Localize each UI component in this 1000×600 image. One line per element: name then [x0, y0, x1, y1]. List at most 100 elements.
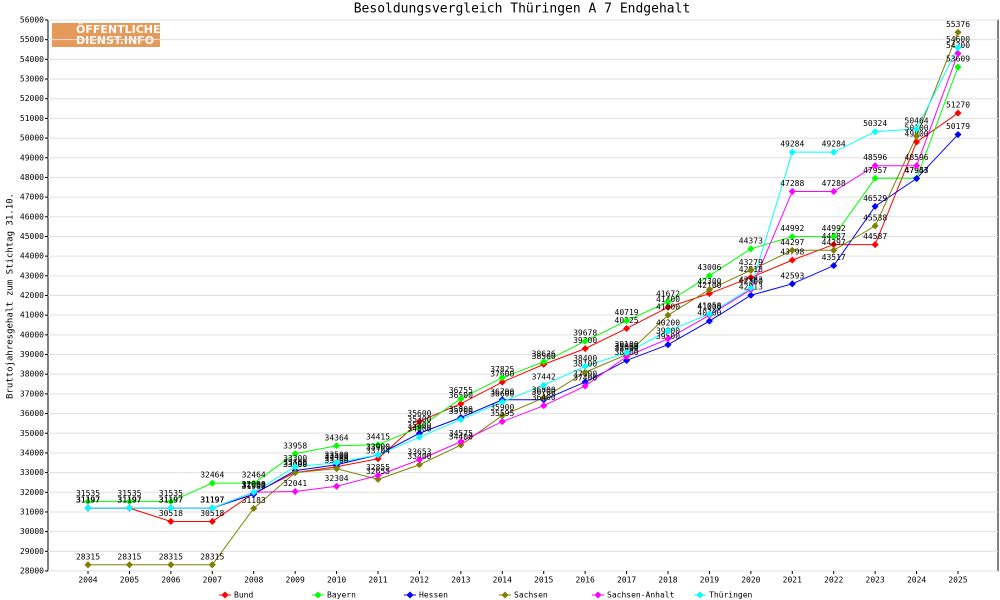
data-label: 36700: [490, 387, 514, 396]
data-label: 47943: [905, 166, 929, 175]
point: [871, 128, 879, 136]
data-label: 35800: [449, 405, 473, 414]
point: [374, 471, 382, 479]
y-tick-label: 45000: [20, 232, 44, 241]
point: [664, 303, 672, 311]
data-label: 28315: [76, 552, 100, 561]
data-label: 31197: [159, 496, 183, 505]
point: [125, 504, 133, 512]
y-tick-label: 41000: [20, 311, 44, 320]
data-label: 41000: [697, 303, 721, 312]
y-tick-label: 30000: [20, 527, 44, 536]
data-label: 50464: [905, 116, 929, 125]
point: [167, 497, 175, 505]
point: [664, 335, 672, 343]
data-label: 34400: [449, 433, 473, 442]
data-label: 31197: [159, 496, 183, 505]
point: [623, 356, 631, 364]
data-label: 44587: [863, 232, 887, 241]
data-label: 34800: [407, 425, 431, 434]
x-tick-label: 2005: [120, 576, 139, 585]
point: [913, 162, 921, 170]
data-label: 31197: [117, 496, 141, 505]
point: [581, 368, 589, 376]
data-label: 35595: [490, 409, 514, 418]
x-tick-label: 2025: [948, 576, 967, 585]
data-label: 46529: [863, 194, 887, 203]
data-label: 48596: [905, 153, 929, 162]
data-label: 36600: [490, 389, 514, 398]
point: [623, 352, 631, 361]
y-tick-label: 52000: [20, 94, 44, 103]
data-label: 43517: [822, 253, 846, 262]
x-tick-label: 2019: [700, 576, 719, 585]
x-tick-label: 2012: [410, 576, 429, 585]
data-label: 36700: [532, 387, 556, 396]
point: [125, 497, 133, 505]
point: [374, 455, 382, 463]
data-label: 31535: [117, 489, 141, 498]
data-label: 33300: [325, 454, 349, 463]
y-tick-label: 42000: [20, 291, 44, 300]
point: [540, 381, 548, 389]
point: [747, 273, 755, 281]
data-label: 31197: [200, 496, 224, 505]
point: [291, 463, 299, 471]
series-line: [88, 66, 959, 502]
y-tick-label: 28000: [20, 567, 44, 576]
x-tick-label: 2015: [534, 576, 553, 585]
point: [581, 378, 589, 386]
point: [457, 415, 465, 424]
y-axis-label: Bruttojahresgehalt zum Stichtag 31.10.: [6, 193, 16, 399]
x-tick-label: 2008: [244, 576, 263, 585]
data-label: 31197: [76, 496, 100, 505]
point: [664, 311, 672, 319]
data-label: 51270: [946, 101, 970, 110]
legend-label: Sachsen-Anhalt: [607, 591, 675, 600]
point: [498, 378, 506, 386]
legend-marker: [221, 591, 229, 599]
data-label: 42100: [697, 281, 721, 290]
data-label: 33500: [325, 450, 349, 459]
point: [705, 286, 713, 294]
data-label: 33704: [366, 446, 390, 455]
data-label: 32000: [242, 480, 266, 489]
point: [954, 109, 962, 117]
data-label: 43006: [697, 263, 721, 272]
legend-marker: [501, 591, 509, 599]
data-label: 38500: [532, 352, 556, 361]
point: [84, 497, 92, 505]
series-line: [88, 112, 959, 522]
x-tick-label: 2006: [161, 576, 180, 585]
x-tick-label: 2024: [907, 576, 926, 585]
point: [208, 561, 216, 569]
y-tick-label: 54000: [20, 55, 44, 64]
data-label: 31197: [76, 496, 100, 505]
x-tick-label: 2020: [741, 576, 760, 585]
point: [788, 246, 796, 254]
point: [291, 450, 299, 458]
data-label: 32304: [325, 474, 349, 483]
data-label: 37825: [490, 365, 514, 374]
data-label: 48596: [863, 153, 887, 162]
data-label: 53609: [946, 55, 970, 64]
data-label: 31197: [159, 496, 183, 505]
data-label: 32464: [242, 471, 266, 480]
x-tick-label: 2018: [658, 576, 677, 585]
point: [84, 504, 92, 512]
chart-title: Besoldungsvergleich Thüringen A 7 Endgeh…: [354, 2, 691, 17]
logo-text: DIENST.INFO: [76, 34, 154, 47]
point: [581, 382, 589, 390]
point: [913, 132, 921, 140]
point: [747, 245, 755, 253]
logo-text: ÖFFENTLICHER: [76, 22, 169, 36]
data-label: 43279: [739, 258, 763, 267]
point: [954, 28, 962, 36]
point: [788, 187, 796, 195]
point: [705, 310, 713, 318]
data-label: 42383: [739, 275, 763, 284]
legend-label: Thüringen: [709, 591, 753, 600]
data-label: 33900: [366, 442, 390, 451]
data-label: 42300: [697, 277, 721, 286]
